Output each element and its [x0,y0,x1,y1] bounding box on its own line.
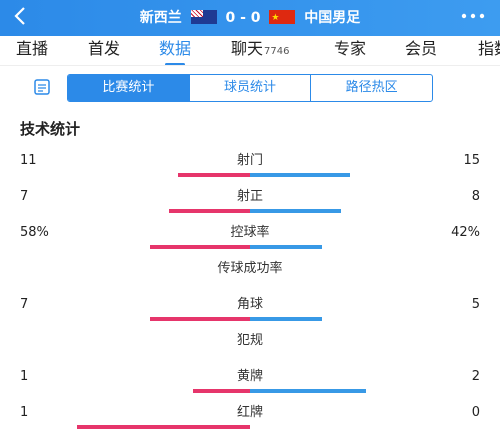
stat-name: 犯规 [236,333,263,348]
stat-home-value: 11 [20,153,37,168]
stat-row: 传球成功率 [0,260,500,296]
stat-name: 传球成功率 [217,261,283,276]
section-title: 技术统计 [20,120,81,138]
stat-away-value: 15 [463,153,480,168]
stat-home-value: 7 [20,189,29,204]
tab-lineup[interactable]: 首发 [88,39,121,58]
segment-heat-map[interactable]: 路径热区 [310,75,432,101]
match-header: 新西兰 0 - 0 中国男足 [0,8,500,28]
away-bar [250,317,322,321]
home-team-name: 新西兰 [139,10,182,26]
stat-home-value: 1 [20,405,29,420]
stat-row: 7 角球 5 [0,296,500,332]
stat-row: 1 黄牌 2 [0,368,500,404]
stat-row: 1 红牌 0 [0,404,500,440]
stat-name: 角球 [236,297,263,312]
stat-away-value: 8 [471,189,480,204]
tab-experts[interactable]: 专家 [334,39,367,58]
new-zealand-flag-icon [190,10,217,24]
home-bar [77,425,250,429]
match-tabs: 直播 首发 数据 聊天7746 专家 会员 指数 [0,36,500,66]
stat-row: 58% 控球率 42% [0,224,500,260]
stat-home-value: 58% [20,225,49,240]
away-bar [250,389,366,393]
top-bar: 新西兰 0 - 0 中国男足 [0,0,500,36]
more-dots-icon[interactable] [460,6,486,31]
stat-away-value: 2 [471,369,480,384]
document-icon[interactable] [33,78,51,96]
stat-row: 犯规 [0,332,500,368]
tabs-divider [0,65,500,66]
home-bar [193,389,250,393]
stat-row: 7 射正 8 [0,188,500,224]
tab-odds[interactable]: 指数 [478,39,500,58]
tab-live[interactable]: 直播 [16,39,49,58]
tab-chat[interactable]: 聊天7746 [231,39,290,58]
chat-count: 7746 [264,46,290,57]
stat-row: 11 射门 15 [0,152,500,188]
home-bar [150,317,250,321]
home-bar [178,173,250,177]
away-bar [250,245,322,249]
stat-name: 红牌 [236,405,263,420]
back-chevron-icon[interactable] [14,6,26,31]
stat-home-value: 7 [20,297,29,312]
home-bar [169,209,250,213]
china-flag-icon [269,8,296,28]
segment-match-stats[interactable]: 比赛统计 [68,75,189,101]
tab-membership[interactable]: 会员 [405,39,438,58]
stat-name: 控球率 [230,225,270,240]
stat-away-value: 42% [451,225,480,240]
away-team-name: 中国男足 [304,10,361,26]
match-score: 0 - 0 [225,10,261,26]
stat-name: 黄牌 [236,369,263,384]
stat-away-value: 0 [471,405,480,420]
away-bar [250,173,350,177]
stats-segment-control: 比赛统计 球员统计 路径热区 [67,74,433,102]
home-bar [150,245,250,249]
stat-name: 射正 [236,189,263,204]
tab-data[interactable]: 数据 [159,39,192,58]
active-tab-indicator [165,63,185,66]
stat-away-value: 5 [471,297,480,312]
stat-home-value: 1 [20,369,29,384]
away-bar [250,209,341,213]
segment-player-stats[interactable]: 球员统计 [188,75,311,101]
stat-name: 射门 [236,153,263,168]
